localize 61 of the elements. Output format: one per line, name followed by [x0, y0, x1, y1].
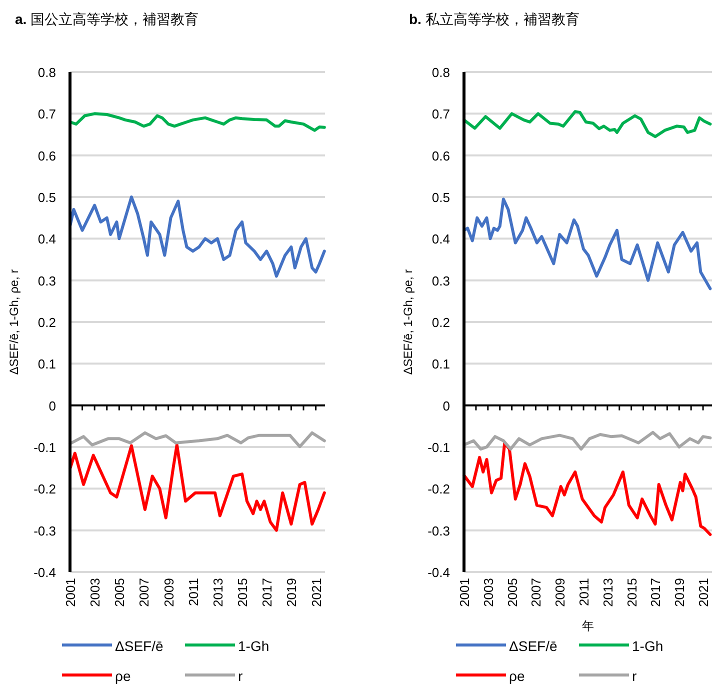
legend-label: ρe	[509, 668, 525, 684]
y-tick-label: 0.7	[432, 106, 450, 122]
chart-title: b. 私立高等学校，補習教育	[409, 11, 580, 27]
legend-label: r	[632, 668, 637, 684]
x-tick-label: 2021	[696, 578, 712, 607]
x-tick-label: 2021	[308, 578, 324, 607]
y-tick-label: 0.4	[432, 232, 450, 247]
y-tick-label: 0.5	[38, 190, 56, 205]
y-tick-label: 0.1	[432, 356, 450, 372]
y-tick-label: 0.6	[38, 148, 56, 164]
y-tick-label: -0.1	[34, 440, 56, 455]
y-tick-label: 0.3	[432, 273, 450, 288]
x-tick-label: 2015	[235, 578, 250, 607]
x-tick-label: 2013	[210, 578, 226, 607]
x-tick-label: 2003	[480, 578, 496, 607]
x-tick-label: 2017	[260, 578, 275, 607]
y-tick-label: -0.4	[428, 565, 450, 580]
y-tick-label: -0.2	[428, 482, 450, 497]
y-tick-label: 0.2	[432, 315, 450, 330]
legend-label: ρe	[115, 668, 131, 684]
y-tick-label: 0.2	[38, 315, 56, 330]
y-tick-label: 0.3	[38, 273, 56, 288]
x-tick-label: 2017	[648, 578, 664, 607]
y-tick-label: 0.6	[432, 148, 450, 164]
legend-label: r	[238, 668, 243, 684]
legend-label: 1-Gh	[238, 638, 270, 654]
x-tick-label: 2009	[552, 578, 568, 607]
x-tick-label: 2015	[624, 578, 640, 607]
y-axis-title: ΔSEF/ē, 1-Gh, ρe, r	[7, 269, 21, 375]
y-tick-label: 0.8	[432, 65, 450, 80]
legend-label: ΔSEF/ē	[509, 638, 558, 654]
x-tick-label: 2009	[161, 578, 176, 607]
x-axis-title: 年	[582, 619, 594, 633]
y-tick-label: 0.4	[38, 232, 56, 247]
y-tick-label: 0.7	[38, 106, 56, 122]
y-tick-label: -0.4	[34, 565, 56, 580]
y-tick-label: -0.1	[428, 440, 450, 455]
chart-title: a. 国公立高等学校，補習教育	[15, 11, 199, 27]
y-axis-title: ΔSEF/ē, 1-Gh, ρe, r	[401, 269, 415, 375]
y-tick-label: 0	[48, 398, 56, 414]
x-tick-label: 2007	[528, 578, 544, 607]
legend-label: ΔSEF/ē	[115, 638, 164, 654]
x-tick-label: 2003	[88, 578, 103, 607]
x-tick-label: 2007	[136, 578, 152, 607]
y-tick-label: -0.3	[34, 523, 56, 538]
y-tick-label: 0.8	[38, 65, 56, 80]
x-tick-label: 2005	[112, 578, 128, 607]
x-tick-label: 2001	[457, 578, 472, 607]
y-tick-label: 0	[442, 398, 450, 414]
x-tick-label: 2001	[63, 578, 78, 607]
x-tick-label: 2019	[672, 578, 688, 607]
y-tick-label: -0.2	[34, 482, 56, 497]
y-tick-label: -0.3	[428, 523, 450, 538]
x-tick-label: 2013	[600, 578, 616, 607]
y-tick-label: 0.1	[38, 356, 56, 372]
legend-label: 1-Gh	[632, 638, 664, 654]
x-tick-label: 2005	[504, 578, 520, 607]
y-tick-label: 0.5	[432, 190, 450, 205]
x-tick-label: 2019	[284, 578, 300, 607]
x-tick-label: 2011	[186, 578, 201, 606]
x-tick-label: 2011	[576, 578, 592, 606]
